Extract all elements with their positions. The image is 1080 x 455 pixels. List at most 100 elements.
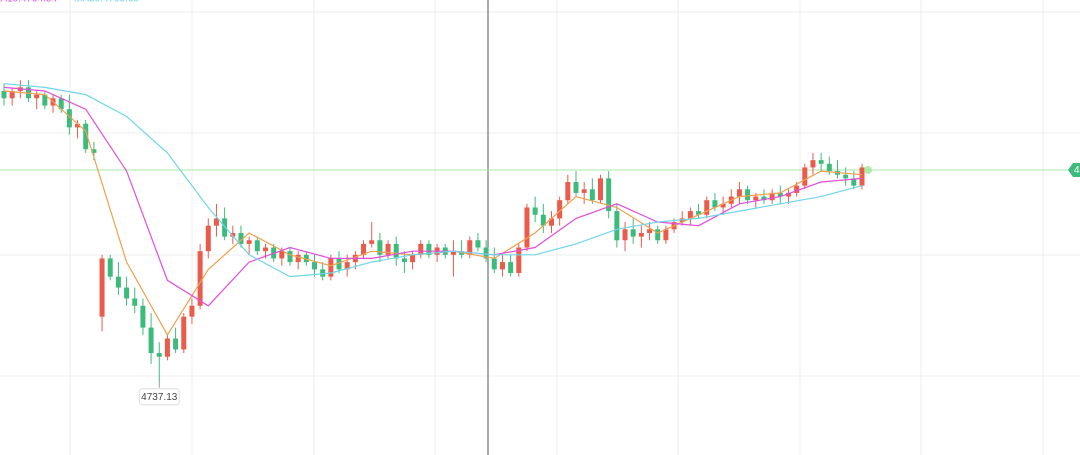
candle-body [491, 258, 497, 270]
candle-body [769, 192, 775, 201]
candle-body [1, 91, 7, 99]
price-tag-box [1068, 163, 1080, 177]
candle-body [720, 203, 726, 208]
candle-body [663, 229, 669, 241]
candle-body [565, 182, 571, 201]
candle-body [66, 109, 72, 128]
candle-body [524, 207, 530, 248]
candle-body [450, 251, 456, 255]
ma-line [3, 83, 863, 278]
candle-body [589, 189, 595, 201]
candle-body [540, 214, 546, 226]
candle-body [238, 232, 244, 244]
candle-body [655, 229, 661, 241]
candle-body [467, 240, 473, 255]
candle-body [328, 258, 334, 277]
candle-body [34, 94, 40, 99]
candle-body [377, 240, 383, 255]
candle-body [614, 211, 620, 241]
candle-body [638, 232, 644, 237]
candle-body [181, 316, 187, 350]
candle-body [230, 232, 236, 237]
candle-body [320, 269, 326, 277]
candle-body [851, 178, 857, 186]
candle-body [99, 258, 105, 317]
candle-body [9, 91, 15, 99]
candle-body [132, 298, 138, 306]
candle-body [802, 167, 808, 186]
candle-body [107, 258, 113, 277]
candle-body [344, 262, 350, 270]
candle-body [361, 243, 367, 255]
candle-body [573, 182, 579, 193]
candle-body [687, 211, 693, 219]
candle-body [508, 262, 514, 273]
candle-body [262, 247, 268, 252]
candle-body [826, 163, 832, 172]
candle-body [712, 200, 718, 208]
legend-entry: MA10:4794.54 [0, 0, 57, 5]
candle-body [83, 123, 89, 150]
candle-body [75, 123, 81, 128]
candle-body [704, 200, 710, 215]
candle-body [303, 254, 309, 263]
candle-body [164, 338, 170, 357]
candle-body [696, 211, 702, 215]
candle-body [279, 251, 285, 259]
candle-body [843, 174, 849, 179]
candle-body [140, 305, 146, 328]
low-label-box [138, 388, 180, 406]
candle-body [173, 338, 179, 350]
candle-body [312, 262, 318, 270]
candle-body [385, 243, 391, 255]
candle-body [761, 196, 767, 201]
candle-body [475, 240, 481, 248]
candle-body [189, 305, 195, 317]
candle-body [393, 243, 399, 259]
candle-body [548, 218, 554, 226]
candle-body [777, 192, 783, 197]
candle-body [336, 258, 342, 270]
candle-body [785, 192, 791, 197]
candle-body [794, 185, 800, 193]
candle-body [58, 98, 64, 110]
candle-body [246, 240, 252, 244]
candle-body [647, 229, 653, 233]
candle-body [287, 251, 293, 263]
candle-body [606, 178, 612, 212]
candle-body [401, 258, 407, 263]
candle-body [745, 189, 751, 201]
candle-body [581, 189, 587, 193]
candle-body [557, 200, 563, 219]
price-tag: 4 [1074, 165, 1080, 176]
candle-body [124, 287, 130, 299]
candle-body [426, 243, 432, 255]
legend-entry: MA30:4795.00 [74, 0, 139, 5]
candle-body [859, 167, 865, 186]
candle-body [254, 240, 260, 252]
last-price-dot [864, 166, 872, 174]
candle-body [222, 218, 228, 237]
candle-body [598, 178, 604, 201]
candle-body [91, 149, 97, 153]
candle-body [42, 94, 48, 106]
candle-body [630, 229, 636, 237]
candle-body [532, 207, 538, 215]
candle-body [295, 254, 301, 263]
candle-body [622, 229, 628, 241]
candle-body [736, 189, 742, 197]
candle-body [213, 218, 219, 226]
candle-body [516, 247, 522, 273]
candle-body [483, 247, 489, 259]
candle-body [810, 160, 816, 168]
candle-body [753, 196, 759, 201]
candle-body [115, 276, 121, 288]
candle-body [499, 262, 505, 270]
low-label: 4737.13 [141, 392, 178, 403]
ma-line [3, 90, 863, 337]
candle-body [369, 240, 375, 244]
candle-body [418, 243, 424, 255]
